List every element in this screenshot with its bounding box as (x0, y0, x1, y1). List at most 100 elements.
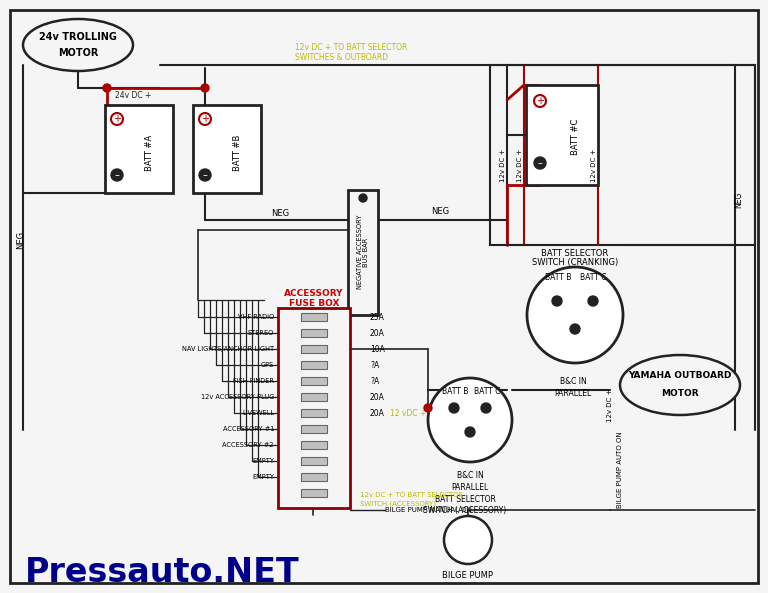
Text: 24v TROLLING: 24v TROLLING (39, 32, 117, 42)
Circle shape (201, 84, 209, 92)
Circle shape (103, 84, 111, 92)
Text: 12v DC + TO BATT SELECTOR: 12v DC + TO BATT SELECTOR (295, 43, 407, 53)
Text: BATT SELECTOR: BATT SELECTOR (541, 248, 608, 257)
Text: 12v DC +: 12v DC + (500, 148, 506, 181)
Circle shape (552, 296, 562, 306)
Text: SWITCH (ACCESSORY): SWITCH (ACCESSORY) (360, 500, 436, 507)
Text: FISH FINDER: FISH FINDER (233, 378, 274, 384)
Text: ACCESSORY: ACCESSORY (284, 289, 344, 298)
Bar (301, 473, 327, 481)
Text: BILGE PUMP AUTO ON: BILGE PUMP AUTO ON (617, 432, 623, 508)
Text: NEG: NEG (431, 208, 449, 216)
Circle shape (534, 95, 546, 107)
Text: ?A: ?A (370, 377, 379, 385)
Text: BATT SELECTOR: BATT SELECTOR (435, 496, 495, 505)
Bar (301, 457, 327, 465)
Text: 12v DC + TO BATT SELECTOR: 12v DC + TO BATT SELECTOR (360, 492, 463, 498)
Text: NEGATIVE ACCESSORY
BUS BAR: NEGATIVE ACCESSORY BUS BAR (356, 215, 369, 289)
Circle shape (199, 113, 211, 125)
Text: LIVEWELL: LIVEWELL (242, 410, 274, 416)
Text: ACCESSORY #2: ACCESSORY #2 (223, 442, 274, 448)
Circle shape (424, 404, 432, 412)
Bar (301, 345, 327, 353)
Text: GPS: GPS (261, 362, 274, 368)
Circle shape (111, 169, 123, 181)
Circle shape (527, 267, 623, 363)
Text: 10A: 10A (370, 345, 385, 353)
Bar (193, 105, 261, 193)
Text: BATT #A: BATT #A (144, 135, 154, 171)
Circle shape (111, 113, 123, 125)
Circle shape (465, 427, 475, 437)
Circle shape (449, 403, 459, 413)
Text: FUSE BOX: FUSE BOX (289, 299, 339, 308)
Bar (301, 361, 327, 369)
Text: BATT C: BATT C (474, 387, 501, 397)
Text: BILGE PUMP: BILGE PUMP (442, 572, 494, 581)
Text: 12v DC +: 12v DC + (607, 388, 613, 422)
Text: +: + (201, 114, 209, 124)
Bar (301, 313, 327, 321)
Bar (301, 393, 327, 401)
Circle shape (359, 194, 367, 202)
Circle shape (199, 169, 211, 181)
Text: NAV LIGHTS/ANCHOR LIGHT: NAV LIGHTS/ANCHOR LIGHT (182, 346, 274, 352)
Text: EMPTY: EMPTY (252, 474, 274, 480)
Text: MOTOR: MOTOR (58, 48, 98, 58)
Text: 12v DC +: 12v DC + (517, 148, 523, 181)
Circle shape (428, 378, 512, 462)
Text: STEREO: STEREO (247, 330, 274, 336)
Ellipse shape (620, 355, 740, 415)
Text: NEG: NEG (271, 209, 289, 218)
Bar (301, 377, 327, 385)
Text: BATT C: BATT C (580, 273, 607, 282)
Text: SWITCH (CRANKING): SWITCH (CRANKING) (532, 259, 618, 267)
Ellipse shape (23, 19, 133, 71)
Bar (526, 85, 598, 185)
Text: BATT #B: BATT #B (233, 135, 241, 171)
Circle shape (444, 516, 492, 564)
Bar (301, 441, 327, 449)
Text: PARALLEL: PARALLEL (554, 388, 591, 397)
Text: +: + (113, 114, 121, 124)
Bar (105, 105, 173, 193)
Text: 12 vDC +: 12 vDC + (390, 409, 426, 417)
Text: NEG: NEG (734, 192, 743, 208)
Text: BATT #C: BATT #C (571, 119, 581, 155)
Bar (490, 65, 755, 245)
Text: 20A: 20A (370, 393, 385, 401)
Text: –: – (114, 170, 120, 180)
Text: –: – (538, 158, 542, 168)
Text: Pressauto.NET: Pressauto.NET (25, 556, 300, 588)
Text: YAMAHA OUTBOARD: YAMAHA OUTBOARD (628, 371, 732, 380)
Text: SWITCHES & OUTBOARD: SWITCHES & OUTBOARD (295, 53, 388, 62)
Text: –: – (203, 170, 207, 180)
Circle shape (588, 296, 598, 306)
Text: VHF RADIO: VHF RADIO (238, 314, 274, 320)
Bar (301, 489, 327, 497)
Text: PARALLEL: PARALLEL (452, 483, 488, 492)
Text: 12v ACCESSORY PLUG: 12v ACCESSORY PLUG (200, 394, 274, 400)
Text: MOTOR: MOTOR (661, 388, 699, 397)
Text: 24v DC +: 24v DC + (115, 91, 151, 100)
Text: +: + (536, 96, 544, 106)
Bar (348, 190, 378, 315)
Text: B&C IN: B&C IN (560, 377, 587, 385)
Text: ?A: ?A (370, 361, 379, 369)
Text: BILGE PUMP MANUAL ON: BILGE PUMP MANUAL ON (385, 507, 472, 513)
Circle shape (481, 403, 491, 413)
Bar (301, 425, 327, 433)
Bar (301, 329, 327, 337)
Text: 20A: 20A (370, 409, 385, 417)
Text: SWITCH (ACCESSORY): SWITCH (ACCESSORY) (423, 505, 507, 515)
Text: 25A: 25A (370, 313, 385, 321)
Text: 20A: 20A (370, 329, 385, 337)
Circle shape (570, 324, 580, 334)
Text: NEG: NEG (16, 231, 25, 249)
Bar (301, 409, 327, 417)
Circle shape (534, 157, 546, 169)
Text: 12v DC +: 12v DC + (591, 148, 597, 181)
Bar (278, 308, 350, 508)
Text: B&C IN: B&C IN (457, 471, 483, 480)
Text: EMPTY: EMPTY (252, 458, 274, 464)
